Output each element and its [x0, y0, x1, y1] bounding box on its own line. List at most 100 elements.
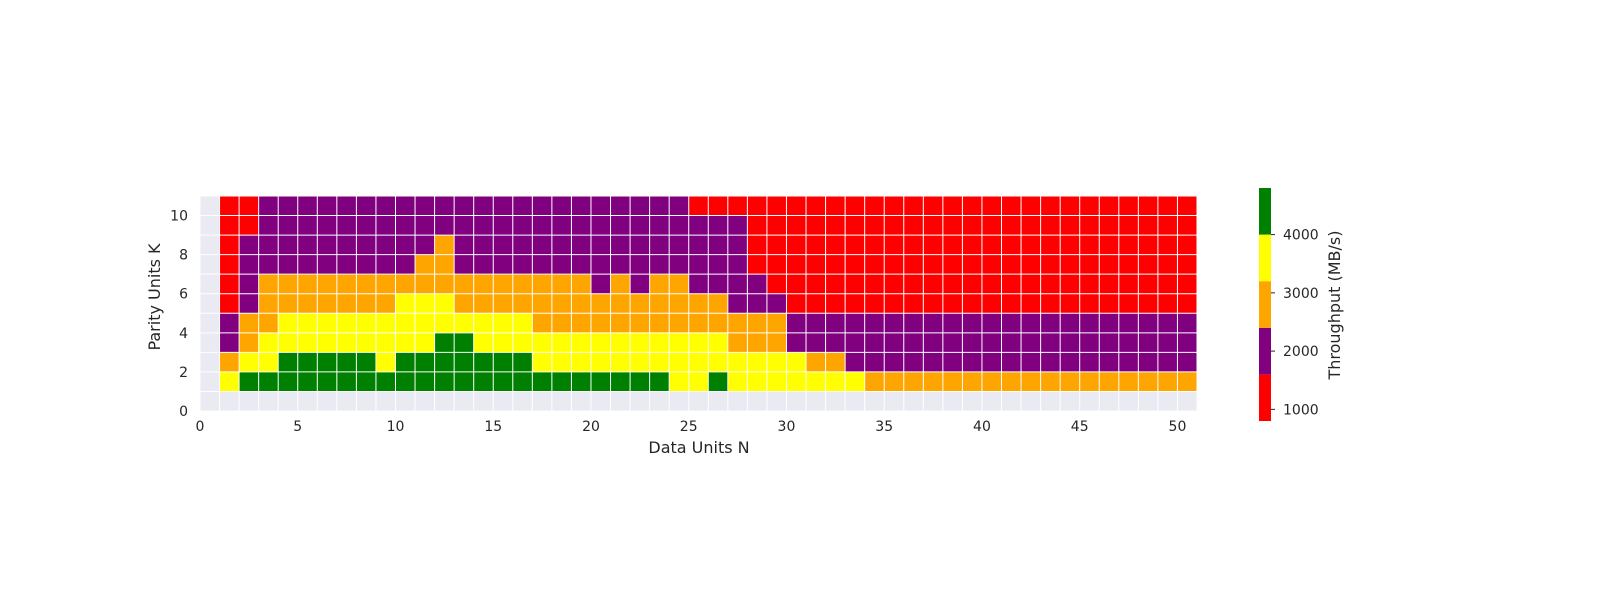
- heatmap-cell: [688, 332, 709, 353]
- x-axis-ticks: 0 5 10 15 20 25 30 35 40 45 50: [196, 419, 1187, 435]
- heatmap-cell: [864, 274, 885, 294]
- heatmap-cell: [258, 196, 279, 216]
- heatmap-cell: [649, 371, 670, 392]
- heatmap-cell: [610, 313, 631, 333]
- y-tick-label: 10: [170, 209, 188, 225]
- x-tick-label: 10: [387, 419, 405, 435]
- heatmap-cell: [336, 254, 357, 275]
- heatmap-cell: [454, 371, 474, 392]
- heatmap-cell: [239, 215, 259, 236]
- heatmap-cell: [297, 274, 318, 294]
- heatmap-cell: [1040, 215, 1061, 236]
- heatmap-cell: [532, 371, 552, 392]
- heatmap-cell: [630, 332, 650, 353]
- heatmap-cell: [454, 215, 474, 236]
- heatmap-cell: [1079, 215, 1100, 236]
- heatmap-cell: [1040, 274, 1061, 294]
- heatmap-cell: [1138, 215, 1158, 236]
- heatmap-cell: [669, 332, 689, 353]
- heatmap-cell: [1060, 371, 1080, 392]
- heatmap-cell: [317, 352, 337, 372]
- heatmap-cell: [415, 235, 435, 255]
- heatmap-cell: [669, 352, 689, 372]
- heatmap-cell: [786, 352, 807, 372]
- heatmap-cell: [375, 352, 396, 372]
- heatmap-cell: [317, 215, 337, 236]
- heatmap-cell: [317, 274, 337, 294]
- heatmap-cell: [1079, 254, 1100, 275]
- y-tick-label: 4: [179, 326, 188, 342]
- heatmap-cell: [395, 196, 416, 216]
- heatmap-cell: [825, 371, 846, 392]
- heatmap-cell: [336, 235, 357, 255]
- heatmap-cell: [845, 196, 865, 216]
- heatmap-cell: [864, 313, 885, 333]
- heatmap-cell: [1099, 293, 1119, 314]
- heatmap-cell: [512, 215, 533, 236]
- heatmap-cell: [375, 215, 396, 236]
- heatmap-cell: [747, 215, 767, 236]
- heatmap-cell: [493, 235, 513, 255]
- x-tick-label: 35: [875, 419, 893, 435]
- heatmap-cell: [1040, 332, 1061, 353]
- heatmap-cell: [727, 196, 748, 216]
- heatmap-cell: [512, 293, 533, 314]
- heatmap-cell: [395, 313, 416, 333]
- heatmap-cell: [766, 293, 787, 314]
- heatmap-cell: [669, 215, 689, 236]
- heatmap-cell: [884, 254, 904, 275]
- heatmap-cell: [415, 371, 435, 392]
- heatmap-cell: [845, 332, 865, 353]
- heatmap-cell: [258, 352, 279, 372]
- heatmap-cell: [551, 215, 572, 236]
- heatmap-cell: [1001, 274, 1022, 294]
- heatmap-cell: [688, 313, 709, 333]
- heatmap-cell: [454, 196, 474, 216]
- heatmap-cell: [1079, 332, 1100, 353]
- heatmap-cell: [551, 196, 572, 216]
- heatmap-cell: [1099, 235, 1119, 255]
- heatmap-cell: [747, 274, 767, 294]
- heatmap-cell: [239, 352, 259, 372]
- heatmap-cell: [708, 293, 728, 314]
- heatmap-cell: [278, 254, 298, 275]
- heatmap-cell: [981, 332, 1002, 353]
- heatmap-cell: [981, 235, 1002, 255]
- heatmap-cell: [1157, 293, 1178, 314]
- heatmap-cell: [786, 254, 807, 275]
- heatmap-cell: [649, 196, 670, 216]
- heatmap-cell: [1138, 235, 1158, 255]
- heatmap-cell: [512, 196, 533, 216]
- heatmap-cell: [454, 293, 474, 314]
- heatmap-cell: [727, 371, 748, 392]
- heatmap-cell: [845, 313, 865, 333]
- heatmap-cell: [1001, 215, 1022, 236]
- heatmap-cell: [806, 196, 826, 216]
- heatmap-cell: [669, 254, 689, 275]
- heatmap-cell: [590, 254, 611, 275]
- heatmap-cell: [884, 215, 904, 236]
- x-tick-label: 15: [484, 419, 502, 435]
- heatmap-cell: [395, 332, 416, 353]
- heatmap-cell: [962, 313, 982, 333]
- heatmap-cell: [219, 332, 240, 353]
- heatmap-cell: [317, 332, 337, 353]
- heatmap-cell: [571, 235, 591, 255]
- heatmap-cell: [1060, 274, 1080, 294]
- heatmap-cell: [1040, 371, 1061, 392]
- heatmap-cell: [297, 235, 318, 255]
- heatmap-cell: [1138, 371, 1158, 392]
- heatmap-cell: [903, 254, 924, 275]
- heatmap-cell: [219, 254, 240, 275]
- heatmap-cell: [473, 293, 494, 314]
- heatmap-cell: [1001, 313, 1022, 333]
- heatmap-cell: [884, 371, 904, 392]
- heatmap-cell: [571, 371, 591, 392]
- heatmap-cell: [610, 254, 631, 275]
- heatmap-cell: [356, 332, 376, 353]
- heatmap-cell: [864, 215, 885, 236]
- heatmap-cell: [590, 215, 611, 236]
- heatmap-cell: [1157, 332, 1178, 353]
- heatmap-cell: [884, 293, 904, 314]
- heatmap-cell: [375, 313, 396, 333]
